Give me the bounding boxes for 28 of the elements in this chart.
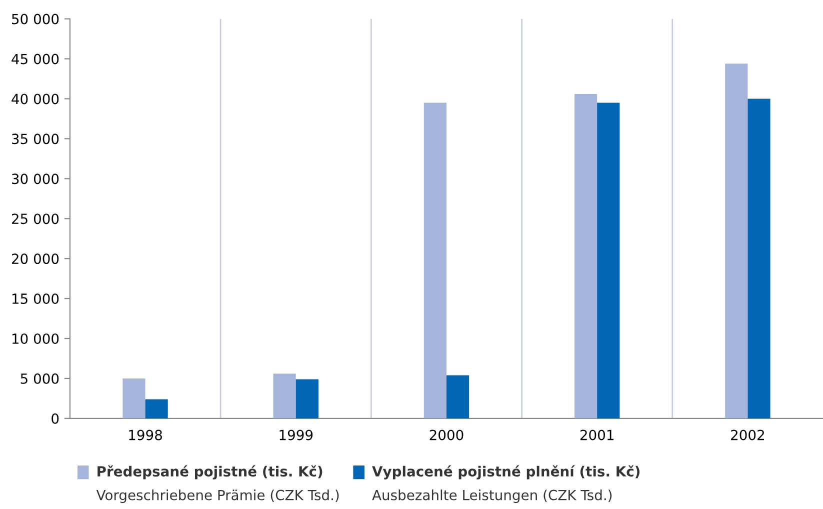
bar — [725, 64, 748, 418]
y-tick-label: 50 000 — [12, 14, 59, 24]
bar — [145, 399, 168, 418]
bar — [122, 378, 146, 418]
y-tick-label: 10 000 — [12, 333, 59, 344]
y-tick-label: 0 — [52, 413, 59, 424]
y-tick-label: 35 000 — [12, 134, 59, 144]
x-tick-label: 2002 — [731, 430, 764, 440]
bar — [748, 98, 770, 418]
legend-label: Vyplacené pojistné plnění (tis. Kč) Ausbezahlte Leistungen (CZK Tsd.) — [372, 465, 640, 503]
bar — [273, 374, 296, 418]
y-tick-label: 25 000 — [12, 214, 59, 224]
bar — [574, 94, 598, 418]
x-tick-label: 1998 — [129, 430, 162, 440]
x-tick-label: 2001 — [580, 430, 614, 440]
bar — [296, 379, 318, 418]
y-tick-label: 15 000 — [12, 293, 59, 304]
bar — [597, 102, 620, 418]
bar — [446, 375, 470, 418]
y-tick-label: 20 000 — [12, 254, 59, 264]
bar — [424, 102, 446, 418]
x-tick-label: 2000 — [430, 430, 464, 440]
legend-label: Předepsané pojistné (tis. Kč) Vorgeschriebene Prämie (CZK Tsd.) — [96, 465, 339, 503]
y-tick-label: 5 000 — [20, 373, 59, 384]
y-tick-label: 30 000 — [12, 174, 59, 184]
x-tick-label: 1999 — [280, 430, 313, 440]
y-tick-label: 45 000 — [12, 54, 59, 64]
y-tick-label: 40 000 — [12, 94, 59, 104]
